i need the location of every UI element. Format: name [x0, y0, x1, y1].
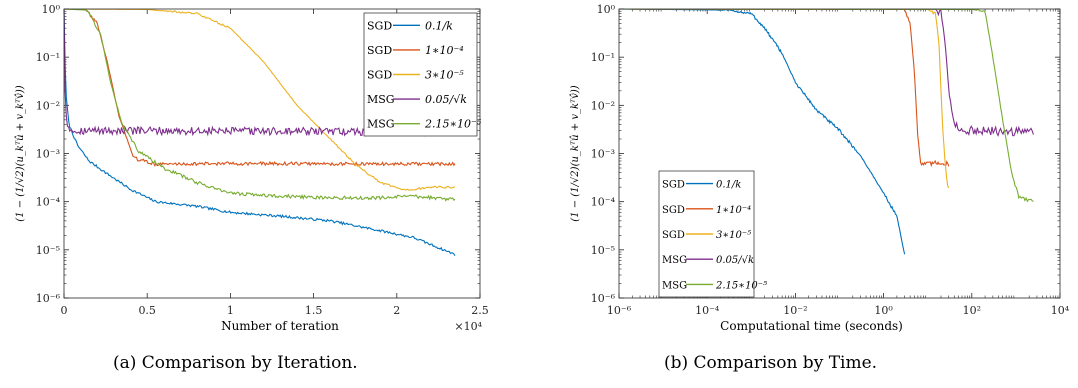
legend-method-label: MSG [662, 280, 687, 291]
legend-method-label: SGD [367, 69, 392, 82]
y-tick-label: 10⁻² [591, 99, 615, 112]
legend-param-label: 3∗10⁻⁵ [425, 69, 464, 82]
legend-method-label: MSG [662, 255, 687, 266]
x-tick-label: 10⁻⁶ [607, 304, 632, 317]
y-tick-label: 10⁻⁵ [591, 244, 615, 257]
y-tick-label: 10⁻⁶ [36, 292, 61, 305]
series-line-sgd-2 [64, 9, 456, 167]
legend-method-label: MSG [367, 118, 395, 131]
x-tick-label: 10⁰ [874, 304, 893, 317]
legend-param-label: 0.1/k [425, 19, 453, 32]
x-tick-label: 0.5 [138, 304, 156, 317]
axes-box-b [618, 8, 1061, 299]
legend-method-label: SGD [367, 44, 392, 57]
y-tick-label: 10⁻⁶ [591, 292, 616, 305]
x-tick-label: 1.5 [305, 304, 323, 317]
legend-param-label: 0.1/k [716, 180, 741, 191]
y-tick-label: 10⁻¹ [591, 51, 615, 64]
axes-box-a [63, 8, 481, 299]
y-tick-label: 10⁻¹ [36, 51, 60, 64]
y-tick-label: 10⁻³ [591, 148, 615, 161]
series-line-sgd-1 [64, 9, 456, 256]
y-axis-label: (1 − (1/√2)(u_kᵀû + v_kᵀv̂)) [570, 85, 581, 222]
x-multiplier-label: ×10⁴ [454, 320, 482, 333]
legend-method-label: SGD [367, 19, 392, 32]
x-tick-label: 10⁻² [783, 304, 807, 317]
caption-a: (a) Comparison by Iteration. [113, 353, 358, 373]
y-tick-label: 10⁻⁴ [36, 196, 61, 209]
y-tick-label: 10⁻⁴ [591, 196, 616, 209]
minor-ticks-a [64, 10, 480, 284]
y-tick-label: 10⁰ [597, 3, 616, 16]
legend-method-label: MSG [367, 93, 395, 106]
legend-method-label: SGD [662, 180, 685, 191]
y-tick-label: 10⁻² [36, 99, 60, 112]
x-tick-label: 2.5 [471, 304, 489, 317]
legend-param-label: 1∗10⁻⁴ [716, 205, 751, 216]
minor-ticks-b [619, 9, 1060, 298]
y-tick-label: 10⁻³ [36, 148, 60, 161]
x-axis-label: Computational time (seconds) [720, 319, 903, 333]
series-line-msg-5 [64, 9, 456, 202]
series-group-a [64, 9, 456, 256]
x-axis-label: Number of teration [221, 319, 339, 333]
x-tick-label: 0 [61, 304, 68, 317]
legend-method-label: SGD [662, 205, 685, 216]
x-tick-label: 1 [227, 304, 234, 317]
legend-method-label: SGD [662, 230, 685, 241]
legend-box-a [363, 12, 478, 137]
legend-param-label: 2.15∗10⁻⁵ [424, 118, 482, 131]
x-tick-label: 10² [963, 304, 981, 317]
legend-param-label: 3∗10⁻⁵ [716, 230, 751, 241]
legend-param-label: 0.05/√k [425, 93, 467, 106]
legend-param-label: 2.15∗10⁻⁵ [715, 280, 767, 291]
x-tick-label: 10⁻⁴ [695, 304, 720, 317]
legend-param-label: 0.05/√k [716, 255, 754, 266]
x-tick-label: 2 [393, 304, 400, 317]
legend-param-label: 1∗10⁻⁴ [425, 44, 464, 57]
y-tick-label: 10⁰ [42, 3, 61, 16]
y-tick-label: 10⁻⁵ [36, 244, 60, 257]
y-axis-label: (1 − (1/√2)(u_kᵀû + v_kᵀv̂)) [15, 85, 26, 222]
x-tick-label: 10⁴ [1051, 304, 1070, 317]
caption-b: (b) Comparison by Time. [664, 353, 878, 373]
